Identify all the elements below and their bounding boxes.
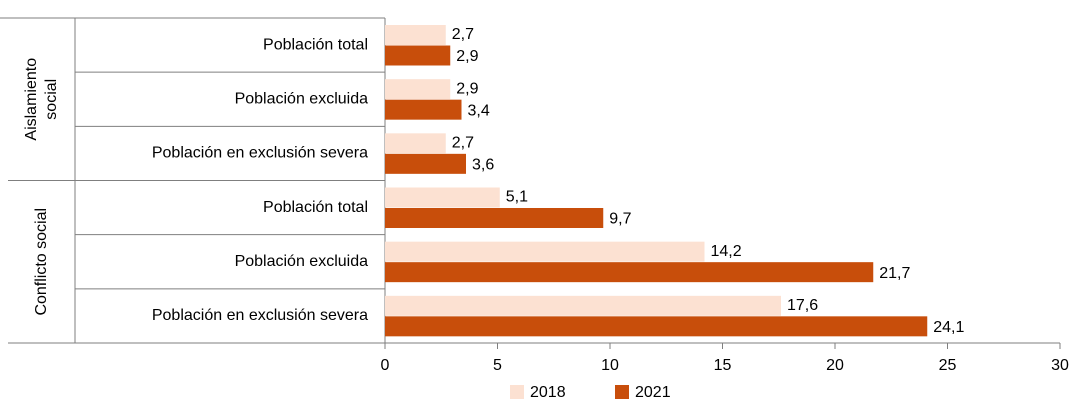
x-tick-label: 25 xyxy=(939,357,957,374)
bar xyxy=(385,187,500,208)
category-label: Población excluida xyxy=(235,253,369,270)
legend-swatch xyxy=(615,385,629,399)
x-tick-label: 5 xyxy=(493,357,502,374)
legend-label: 2021 xyxy=(635,384,671,401)
value-label: 17,6 xyxy=(787,297,818,314)
legend-label: 2018 xyxy=(530,384,566,401)
bar xyxy=(385,241,705,262)
value-label: 2,9 xyxy=(456,80,478,97)
bar xyxy=(385,79,451,100)
bar xyxy=(385,25,446,45)
group-label: social xyxy=(43,79,60,120)
x-tick-label: 20 xyxy=(826,357,844,374)
bar xyxy=(385,153,466,174)
group-label: Aislamiento xyxy=(23,58,40,141)
value-label: 5,1 xyxy=(506,189,528,206)
legend-swatch xyxy=(510,385,524,399)
value-label: 2,7 xyxy=(452,26,474,43)
x-tick-label: 30 xyxy=(1051,357,1069,374)
bar xyxy=(385,262,874,283)
value-label: 24,1 xyxy=(933,319,964,336)
bar xyxy=(385,316,928,337)
value-label: 3,6 xyxy=(472,157,494,174)
bar xyxy=(385,45,451,66)
category-label: Población total xyxy=(263,199,368,216)
value-label: 2,9 xyxy=(456,48,478,65)
bar xyxy=(385,208,604,228)
bar xyxy=(385,133,446,154)
group-label: Conflicto social xyxy=(33,208,50,316)
category-label: Población excluida xyxy=(235,90,369,107)
x-tick-label: 0 xyxy=(381,357,390,374)
value-label: 3,4 xyxy=(468,102,490,119)
x-tick-label: 15 xyxy=(714,357,732,374)
value-label: 21,7 xyxy=(879,265,910,282)
value-label: 2,7 xyxy=(452,135,474,152)
x-tick-label: 10 xyxy=(601,357,619,374)
bar xyxy=(385,295,781,316)
category-label: Población en exclusión severa xyxy=(152,307,368,324)
category-label: Población en exclusión severa xyxy=(152,145,368,162)
category-label: Población total xyxy=(263,36,368,53)
bar xyxy=(385,99,462,120)
value-label: 14,2 xyxy=(711,243,742,260)
value-label: 9,7 xyxy=(609,211,631,228)
